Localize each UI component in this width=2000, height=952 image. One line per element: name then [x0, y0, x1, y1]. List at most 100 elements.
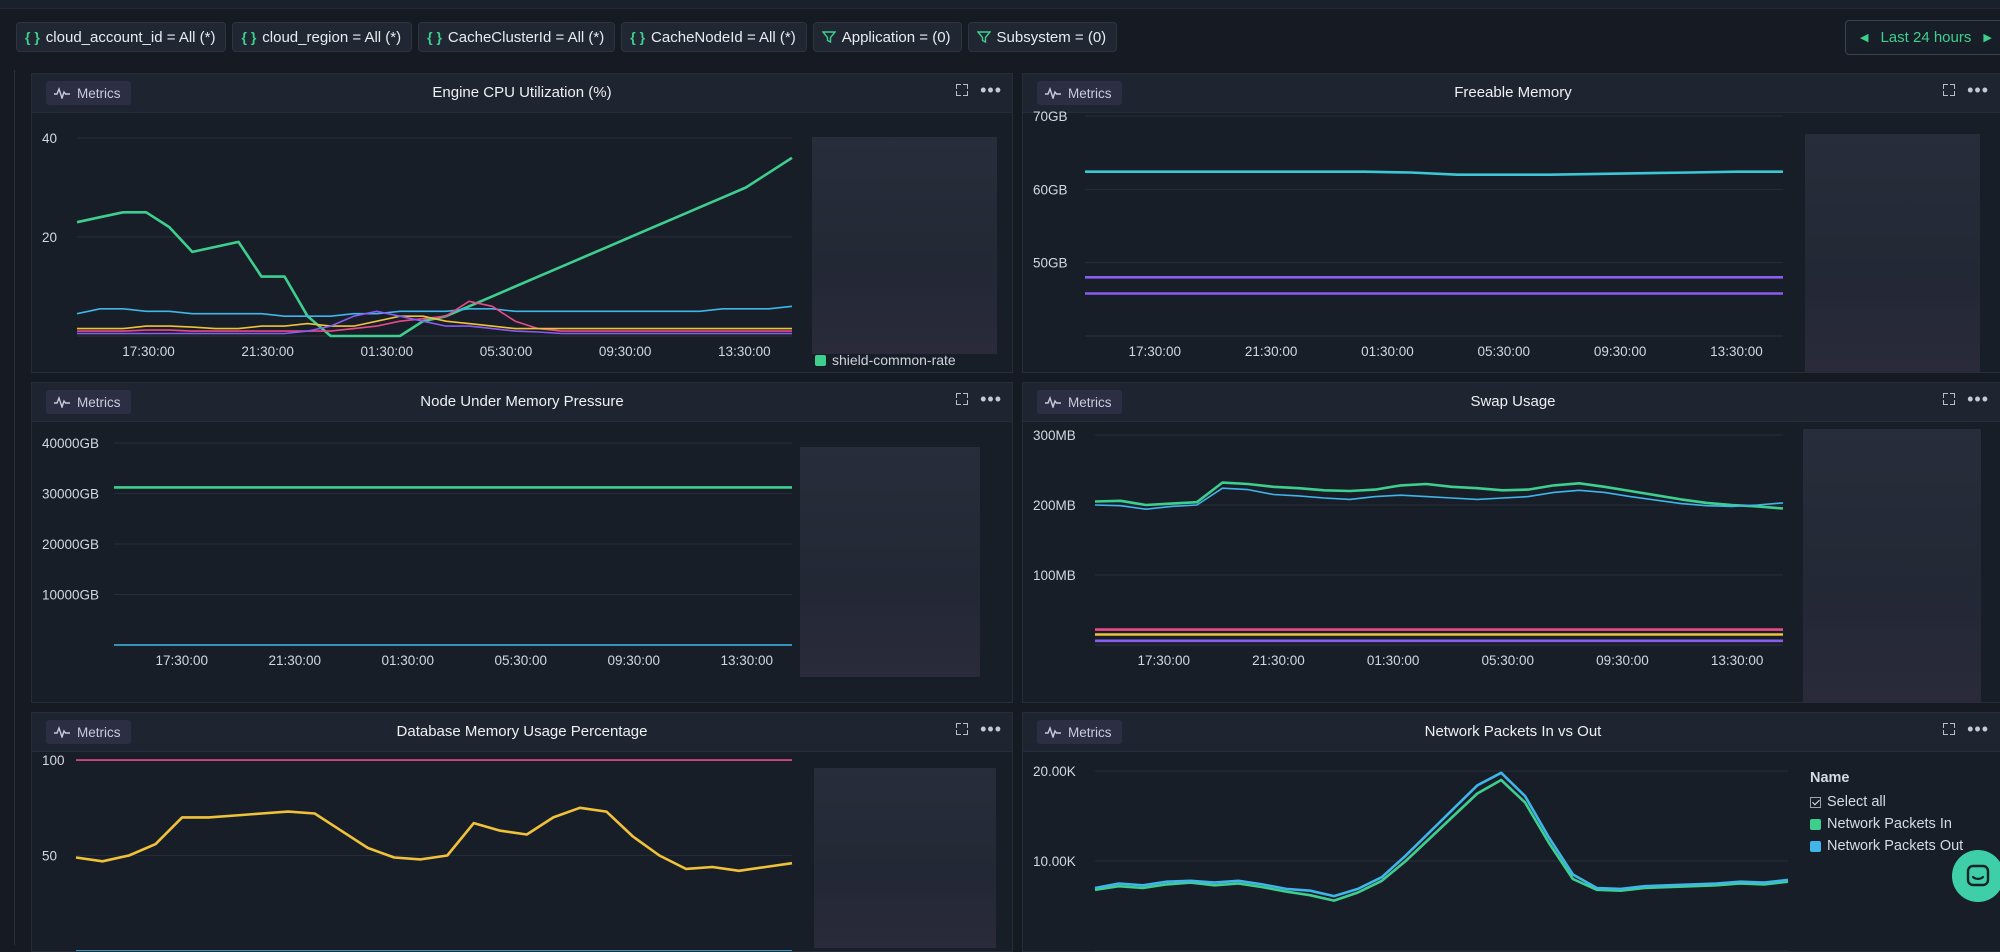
x-tick-label: 17:30:00 [156, 653, 209, 668]
expand-icon[interactable] [956, 723, 969, 735]
pulse-icon [54, 726, 70, 738]
x-tick-label: 09:30:00 [599, 344, 652, 359]
panel-db-memory-usage: Metrics Database Memory Usage Percentage… [31, 712, 1013, 952]
filter-chip-cache-cluster-id[interactable]: { } CacheClusterId = All (*) [418, 22, 616, 52]
more-options-icon[interactable]: ••• [1967, 719, 1989, 739]
expand-icon[interactable] [1943, 393, 1956, 405]
select-all-checkbox[interactable]: Select all [1810, 791, 1963, 813]
filter-chip-application[interactable]: Application = (0) [812, 22, 962, 52]
expand-icon[interactable] [1943, 84, 1956, 96]
y-tick-label: 30000GB [42, 487, 99, 502]
legend-item-packets-in[interactable]: Network Packets In [1810, 813, 1963, 835]
x-tick-label: 17:30:00 [1138, 653, 1191, 668]
filter-chip-label: Subsystem = (0) [996, 28, 1107, 46]
metrics-badge-label: Metrics [1068, 724, 1112, 740]
series-line [77, 300, 792, 332]
metrics-badge[interactable]: Metrics [1037, 81, 1122, 105]
y-tick-label: 200MB [1033, 498, 1076, 513]
metrics-badge[interactable]: Metrics [46, 390, 131, 414]
panel-title: Freeable Memory [1454, 84, 1572, 101]
panel-title: Engine CPU Utilization (%) [432, 84, 612, 101]
chart-legend [800, 447, 980, 677]
caret-right-icon[interactable]: ▶ [1983, 32, 1992, 44]
more-options-icon[interactable]: ••• [980, 80, 1002, 100]
metrics-badge[interactable]: Metrics [1037, 720, 1122, 744]
pulse-icon [54, 87, 70, 99]
chart-plot: 20 40 17:30:00 21:30:00 01:30:00 05:30:00 09:3… [42, 131, 793, 359]
x-tick-label: 09:30:00 [1596, 653, 1649, 668]
more-options-icon[interactable]: ••• [1967, 389, 1989, 409]
series-line [1085, 170, 1783, 176]
filter-chip-label: Application = (0) [841, 28, 951, 46]
y-tick-label: 70GB [1033, 109, 1068, 124]
chart-plot: 10.00K 20.00K [1033, 764, 1789, 951]
panel-title: Database Memory Usage Percentage [396, 723, 648, 740]
more-options-icon[interactable]: ••• [980, 389, 1002, 409]
braces-icon: { } [427, 29, 442, 45]
x-tick-label: 17:30:00 [1129, 344, 1182, 359]
legend-item[interactable]: shield-common-rate [815, 352, 956, 368]
chart-legend [1805, 134, 1980, 372]
x-tick-label: 05:30:00 [480, 344, 533, 359]
legend-item-label: Network Packets Out [1827, 838, 1964, 854]
y-tick-label: 50GB [1033, 256, 1068, 271]
y-tick-label: 20000GB [42, 537, 99, 552]
x-tick-label: 13:30:00 [1710, 344, 1763, 359]
metrics-badge-label: Metrics [1068, 85, 1112, 101]
y-tick-label: 20 [42, 230, 57, 245]
metrics-badge[interactable]: Metrics [46, 720, 131, 744]
y-tick-label: 100 [42, 753, 65, 768]
x-tick-label: 09:30:00 [1594, 344, 1647, 359]
metrics-badge-label: Metrics [77, 394, 121, 410]
metrics-badge[interactable]: Metrics [1037, 390, 1122, 414]
x-tick-label: 01:30:00 [382, 653, 435, 668]
series-line [1094, 778, 1789, 902]
x-tick-label: 01:30:00 [1361, 344, 1414, 359]
select-all-label: Select all [1827, 794, 1886, 810]
expand-icon[interactable] [956, 393, 969, 405]
series-line [77, 310, 792, 335]
left-divider [14, 70, 15, 945]
x-tick-label: 09:30:00 [608, 653, 661, 668]
series-line [1094, 487, 1784, 510]
time-range-picker[interactable]: ◀ Last 24 hours ▶ [1845, 20, 2000, 55]
chart-legend [1803, 429, 1981, 702]
chart-plot: 10000GB 20000GB 30000GB 40000GB 17:30:00 21:3… [42, 436, 792, 668]
series-line [1094, 771, 1789, 898]
filter-chip-cache-node-id[interactable]: { } CacheNodeId = All (*) [621, 22, 807, 52]
legend-item-label: shield-common-rate [832, 352, 956, 368]
y-tick-label: 20.00K [1033, 764, 1076, 779]
chart-plot: 50 100 [42, 753, 793, 951]
series-line [76, 305, 793, 317]
pulse-icon [1045, 396, 1061, 408]
pulse-icon [54, 396, 70, 408]
more-options-icon[interactable]: ••• [1967, 80, 1989, 100]
expand-icon[interactable] [1943, 723, 1956, 735]
x-tick-label: 21:30:00 [1252, 653, 1305, 668]
filter-bar: { } cloud_account_id = All (*) { } cloud_r… [16, 22, 1118, 54]
legend-swatch [1810, 818, 1821, 830]
pulse-icon [1045, 87, 1061, 99]
filter-chip-label: CacheClusterId = All (*) [447, 28, 605, 46]
more-options-icon[interactable]: ••• [980, 719, 1002, 739]
panel-header: Metrics Engine CPU Utilization (%) ••• [32, 74, 1012, 113]
chat-icon [1966, 864, 1990, 887]
filter-chip-subsystem[interactable]: Subsystem = (0) [967, 22, 1118, 52]
metrics-badge[interactable]: Metrics [46, 81, 131, 105]
caret-left-icon[interactable]: ◀ [1860, 32, 1869, 44]
y-tick-label: 40 [42, 131, 57, 146]
panel-freeable-memory: Metrics Freeable Memory ••• 50GB 60GB 70GB… [1022, 73, 2000, 373]
chat-launcher-button[interactable] [1952, 850, 2000, 902]
time-range-label: Last 24 hours [1880, 29, 1972, 46]
expand-icon[interactable] [956, 84, 969, 96]
filter-chip-cloud-region[interactable]: { } cloud_region = All (*) [232, 22, 413, 52]
braces-icon: { } [630, 29, 646, 45]
x-tick-label: 05:30:00 [1478, 344, 1531, 359]
checkbox-icon [1810, 796, 1821, 808]
funnel-icon [821, 31, 836, 44]
chart-plot: 100MB 200MB 300MB 17:30:00 21:30:00 01:30:00 0… [1033, 428, 1784, 668]
filter-chip-cloud-account-id[interactable]: { } cloud_account_id = All (*) [16, 22, 227, 52]
legend-item-packets-out[interactable]: Network Packets Out [1810, 835, 1963, 857]
series-line [75, 806, 793, 873]
chart-legend [812, 137, 997, 354]
